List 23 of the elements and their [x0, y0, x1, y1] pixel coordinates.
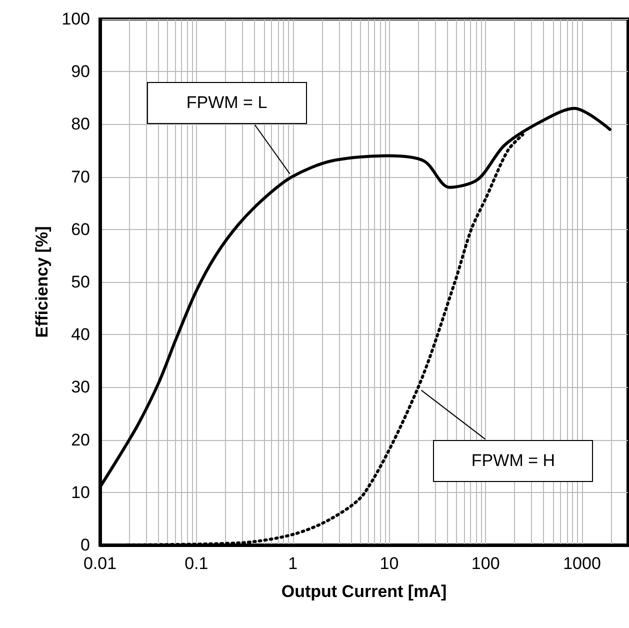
y-tick-label: 80: [71, 114, 90, 134]
y-tick-label: 0: [80, 536, 90, 554]
y-tick-label: 50: [71, 272, 90, 292]
x-tick-label: 10: [380, 554, 399, 573]
y-tick-label: 70: [71, 167, 90, 186]
y-tick-label: 10: [71, 482, 90, 502]
annotation: FPWM = L: [186, 92, 268, 113]
y-tick-label: 100: [62, 10, 90, 28]
y-tick-label: 20: [71, 430, 90, 450]
x-tick-label: 100: [471, 554, 500, 573]
label-box: FPWM = H: [433, 440, 594, 482]
x-axis-title: Output Current [mA]: [281, 582, 447, 601]
y-tick-label: 60: [71, 220, 90, 239]
label-box: FPWM = L: [146, 82, 307, 124]
y-axis-title: Efficiency [%]: [32, 226, 52, 338]
annotation: FPWM = H: [471, 451, 556, 472]
x-tick-label: 1: [288, 554, 298, 573]
x-tick-label: 0.1: [184, 554, 208, 573]
x-tick-label: 0.01: [83, 554, 117, 573]
y-tick-label: 40: [71, 325, 90, 344]
y-tick-label: 30: [71, 378, 90, 397]
y-tick-label: 90: [71, 62, 90, 82]
x-tick-label: 1000: [563, 554, 601, 573]
